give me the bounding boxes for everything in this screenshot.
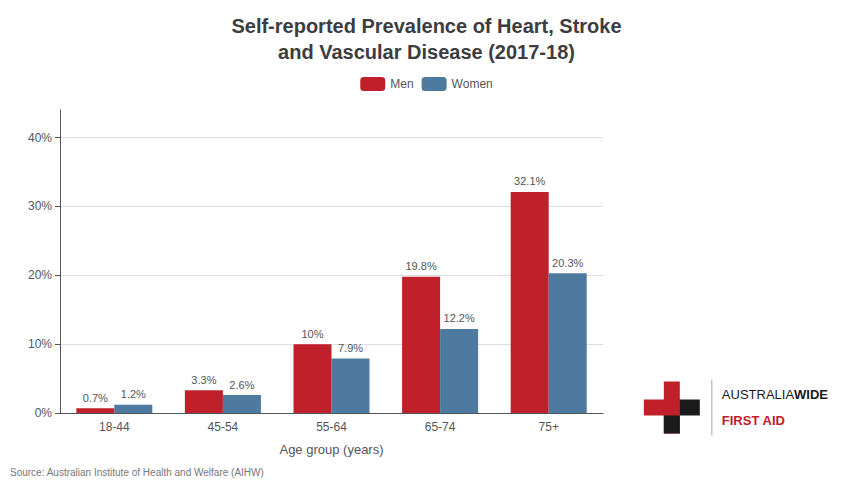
- svg-text:0%: 0%: [35, 406, 53, 420]
- svg-text:32.1%: 32.1%: [514, 175, 545, 187]
- svg-text:1.2%: 1.2%: [121, 388, 146, 400]
- svg-text:10%: 10%: [28, 337, 52, 351]
- svg-text:2.6%: 2.6%: [229, 379, 254, 391]
- svg-text:75+: 75+: [539, 420, 559, 434]
- svg-text:12.2%: 12.2%: [444, 312, 475, 324]
- svg-text:3.3%: 3.3%: [191, 374, 216, 386]
- svg-text:19.8%: 19.8%: [405, 260, 436, 272]
- svg-text:0.7%: 0.7%: [83, 392, 108, 404]
- svg-text:Self-reported Prevalence of He: Self-reported Prevalence of Heart, Strok…: [231, 15, 621, 37]
- svg-text:AUSTRALIA: AUSTRALIA: [722, 387, 795, 402]
- svg-text:Men: Men: [390, 77, 413, 91]
- svg-text:10%: 10%: [301, 328, 323, 340]
- svg-text:20%: 20%: [28, 268, 52, 282]
- svg-text:Women: Women: [452, 77, 493, 91]
- svg-text:Source: Australian Institute o: Source: Australian Institute of Health a…: [10, 467, 264, 478]
- svg-text:55-64: 55-64: [316, 420, 347, 434]
- svg-text:7.9%: 7.9%: [338, 342, 363, 354]
- svg-text:18-44: 18-44: [99, 420, 130, 434]
- svg-text:and Vascular Disease (2017-18): and Vascular Disease (2017-18): [278, 41, 575, 63]
- svg-text:Age group (years): Age group (years): [279, 442, 383, 457]
- svg-text:20.3%: 20.3%: [552, 257, 583, 269]
- svg-text:65-74: 65-74: [425, 420, 456, 434]
- svg-text:40%: 40%: [28, 131, 52, 145]
- svg-text:30%: 30%: [28, 199, 52, 213]
- svg-text:WIDE: WIDE: [794, 387, 828, 402]
- svg-text:FIRST AID: FIRST AID: [722, 413, 785, 428]
- svg-text:45-54: 45-54: [208, 420, 239, 434]
